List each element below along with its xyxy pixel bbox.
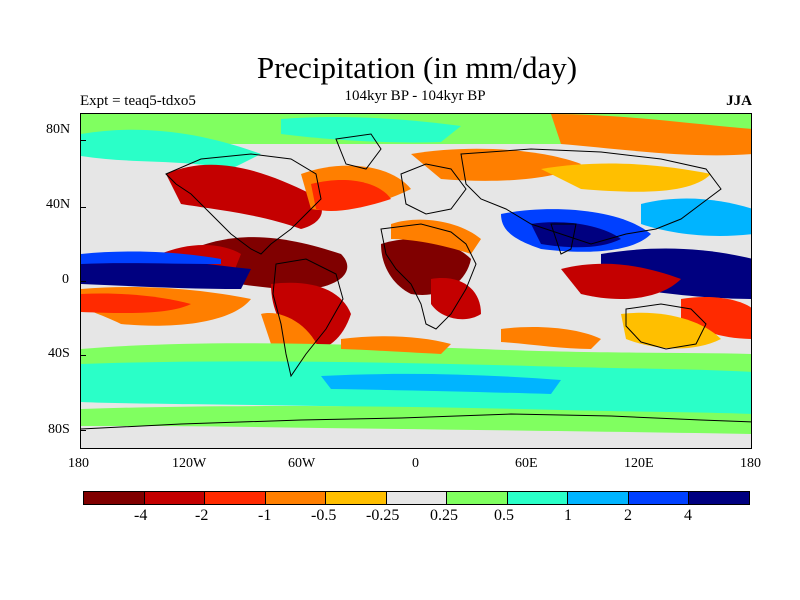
spac-red [81, 293, 191, 314]
lat-tick [80, 430, 86, 431]
sio-orange [501, 327, 601, 349]
natl-red [311, 179, 391, 211]
asia-lightblue [641, 198, 751, 236]
colorbar-label: -0.25 [366, 507, 400, 524]
africa-orange [391, 219, 481, 254]
aus-orange [621, 312, 721, 349]
lat-label-80s: 80S [48, 422, 70, 437]
precipitation-map [80, 113, 752, 449]
australia-outline [625, 303, 707, 350]
india-outline [550, 223, 577, 255]
asia-outline [460, 148, 722, 245]
lat-tick [80, 140, 86, 141]
arctic-orange [551, 114, 751, 156]
lat-tick [80, 207, 86, 208]
lon-label-60w: 60W [288, 456, 316, 471]
plot-subtitle: 104kyr BP - 104kyr BP [344, 88, 486, 104]
so-lightblue [321, 373, 561, 394]
lat-label-80n: 80N [46, 122, 71, 137]
antarctic-green [81, 406, 751, 434]
colorbar-label: -0.5 [311, 507, 337, 524]
lon-label-120w: 120W [172, 456, 207, 471]
colorbar-label: -1 [258, 507, 272, 524]
north-pacific-cyan [81, 129, 261, 169]
cpac-navy [81, 257, 251, 289]
africa-red [431, 278, 481, 320]
colorbar-box [386, 492, 448, 504]
lon-label-0: 0 [412, 456, 419, 471]
map-canvas [81, 114, 751, 434]
lon-label-60e: 60E [515, 456, 538, 471]
arctic-cyan [281, 116, 461, 143]
lat-tick [80, 355, 86, 356]
colorbar-box [507, 492, 569, 504]
colorbar-label: -4 [134, 507, 148, 524]
colorbar-label: -2 [195, 507, 209, 524]
colorbar-box [205, 492, 266, 504]
colorbar-box [326, 492, 387, 504]
colorbar-box [447, 492, 508, 504]
cpac-blue [81, 251, 221, 264]
colorbar-label: 1 [564, 507, 572, 524]
precip-field [81, 114, 751, 434]
india-navy [531, 222, 621, 248]
colorbar-box [628, 492, 690, 504]
antarctica-outline [81, 413, 751, 430]
na-red [166, 164, 322, 229]
colorbar-box [568, 492, 629, 504]
lon-label-120e: 120E [624, 456, 654, 471]
lat-label-40s: 40S [48, 346, 70, 361]
coastlines [81, 133, 751, 430]
africa-outline [380, 223, 477, 330]
colorbar-box [689, 492, 750, 504]
colorbar [83, 491, 750, 505]
swpac-red [681, 297, 751, 339]
asia-orange [541, 163, 711, 192]
lat-label-40n: 40N [46, 197, 71, 212]
colorbar-label: 2 [624, 507, 632, 524]
lon-label-180w: 180 [68, 456, 89, 471]
plot-title: Precipitation (in mm/day) [256, 50, 578, 85]
greenland-outline [335, 133, 382, 170]
lat-label-0: 0 [62, 272, 69, 287]
colorbar-label: 0.25 [430, 507, 458, 524]
colorbar-box [84, 492, 145, 504]
north-america-outline [165, 153, 322, 255]
season-label: JJA [726, 93, 752, 109]
lat-tick [80, 281, 86, 282]
colorbar-label: 4 [684, 507, 692, 524]
maritime-darkred [561, 263, 681, 299]
colorbar-box [144, 492, 206, 504]
so-orange [341, 336, 451, 354]
colorbar-box [265, 492, 327, 504]
south-america-outline [272, 258, 344, 378]
experiment-label: Expt = teaq5-tdxo5 [80, 93, 196, 109]
europe-outline [400, 163, 467, 215]
lon-label-180e: 180 [740, 456, 761, 471]
colorbar-label: 0.5 [494, 507, 514, 524]
